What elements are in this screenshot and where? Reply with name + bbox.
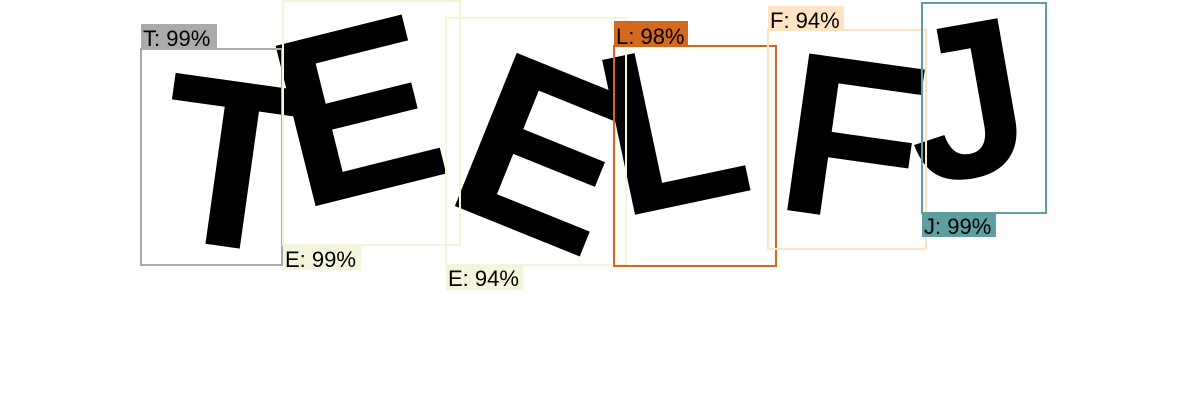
label-background (768, 6, 844, 30)
label-text: J: 99% (924, 214, 991, 239)
label-text: L: 98% (616, 24, 685, 49)
bounding-box (282, 0, 461, 246)
label-background (446, 265, 523, 290)
label-background (141, 24, 217, 49)
label-text: T: 99% (143, 26, 210, 51)
label-text: F: 94% (770, 8, 840, 33)
detection-l: L: 98% (613, 21, 777, 267)
detection-e-2: E: 94% (445, 17, 627, 291)
bounding-box (613, 45, 777, 267)
detection-j: J: 99% (921, 2, 1047, 239)
bounding-box (767, 29, 927, 250)
detection-e-1: E: 99% (282, 0, 461, 272)
label-text: E: 99% (285, 247, 356, 272)
detection-t: T: 99% (140, 24, 283, 266)
label-background (283, 245, 361, 270)
glyph-layer: T E E L F J (143, 0, 1047, 307)
label-background (922, 213, 996, 237)
bounding-box (445, 17, 627, 266)
label-background (614, 21, 688, 46)
detection-f: F: 94% (767, 6, 927, 250)
label-text: E: 94% (448, 266, 519, 291)
